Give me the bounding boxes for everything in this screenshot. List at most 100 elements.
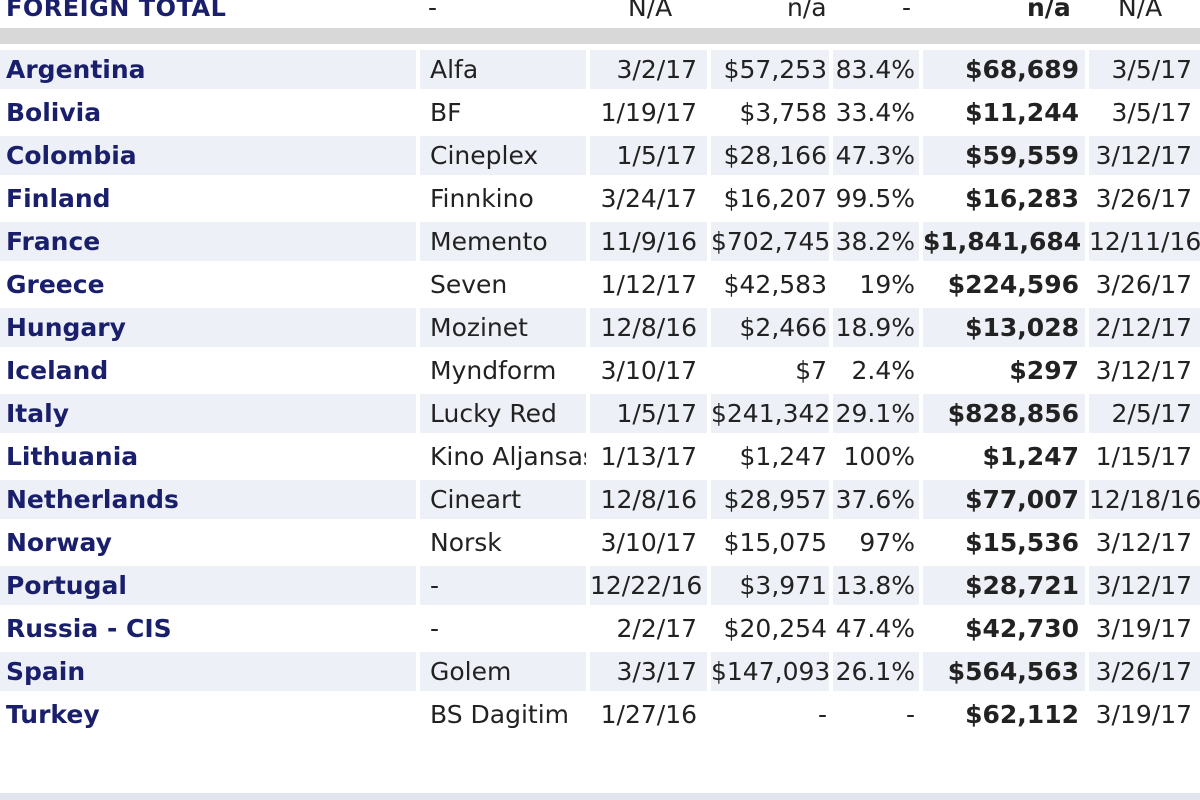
- opening-percent: 99.5%: [833, 179, 919, 218]
- as-of-date: 3/19/17: [1089, 695, 1200, 734]
- country-name: Norway: [0, 523, 416, 562]
- release-date: 3/10/17: [590, 351, 707, 390]
- table-row: Netherlands Cineart 12/8/16 $28,957 37.6% $77…: [0, 480, 1200, 519]
- total-gross: $28,721: [923, 566, 1085, 605]
- opening-percent: 19%: [833, 265, 919, 304]
- total-gross: $68,689: [923, 50, 1085, 89]
- opening-gross: $7: [711, 351, 829, 390]
- country-name: Bolivia: [0, 93, 416, 132]
- table-row: Turkey BS Dagitim 1/27/16- - $62,112 3/19/17: [0, 695, 1200, 734]
- distributor-name: Alfa: [420, 50, 586, 89]
- release-date: 12/8/16: [590, 308, 707, 347]
- table-row: Hungary Mozinet 12/8/16 $2,466 18.9% $13,028 2…: [0, 308, 1200, 347]
- foreign-total-pct: -: [902, 0, 912, 22]
- total-gross: $42,730: [923, 609, 1085, 648]
- distributor-name: BF: [420, 93, 586, 132]
- as-of-date: 12/18/16: [1089, 480, 1200, 519]
- opening-percent: 26.1%: [833, 652, 919, 691]
- foreign-total-row: FOREIGN TOTAL - N/A n/a - n/a N/A: [0, 0, 1200, 28]
- distributor-name: Cineart: [420, 480, 586, 519]
- opening-gross: -: [711, 695, 829, 734]
- opening-percent: -: [833, 695, 919, 734]
- table-row: Iceland Myndform 3/10/17 $7 2.4% $297 3/12/17: [0, 351, 1200, 390]
- release-date: 3/3/17: [590, 652, 707, 691]
- as-of-date: 3/26/17: [1089, 179, 1200, 218]
- box-office-table: Argentina Alfa 3/2/17 $57,253 83.4% $68,689 3/…: [0, 46, 1200, 738]
- as-of-date: 3/5/17: [1089, 50, 1200, 89]
- total-gross: $224,596: [923, 265, 1085, 304]
- release-date: 1/13/17: [590, 437, 707, 476]
- release-date: 1/5/17: [590, 394, 707, 433]
- country-name: Colombia: [0, 136, 416, 175]
- opening-gross: $16,207: [711, 179, 829, 218]
- opening-gross: $20,254: [711, 609, 829, 648]
- as-of-date: 12/11/16: [1089, 222, 1200, 261]
- release-date: 3/10/17: [590, 523, 707, 562]
- opening-percent: 29.1%: [833, 394, 919, 433]
- table-bottom-edge: [0, 793, 1200, 800]
- opening-percent: 33.4%: [833, 93, 919, 132]
- as-of-date: 3/12/17: [1089, 136, 1200, 175]
- foreign-total-label: FOREIGN TOTAL: [6, 0, 227, 22]
- distributor-name: Kino Aljansas: [420, 437, 586, 476]
- table-row: Argentina Alfa 3/2/17 $57,253 83.4% $68,689 3/…: [0, 50, 1200, 89]
- opening-percent: 2.4%: [833, 351, 919, 390]
- distributor-name: -: [420, 609, 586, 648]
- table-row: Colombia Cineplex 1/5/17 $28,166 47.3% $59,55…: [0, 136, 1200, 175]
- as-of-date: 2/12/17: [1089, 308, 1200, 347]
- release-date: 12/22/16: [590, 566, 707, 605]
- table-row: Russia - CIS -2/2/17 $20,254 47.4% $42,730 3/…: [0, 609, 1200, 648]
- table-row: Norway Norsk 3/10/17 $15,075 97% $15,536 3/12/…: [0, 523, 1200, 562]
- opening-percent: 97%: [833, 523, 919, 562]
- release-date: 1/27/16: [590, 695, 707, 734]
- distributor-name: Finnkino: [420, 179, 586, 218]
- opening-gross: $28,166: [711, 136, 829, 175]
- opening-gross: $28,957: [711, 480, 829, 519]
- as-of-date: 3/12/17: [1089, 351, 1200, 390]
- release-date: 1/19/17: [590, 93, 707, 132]
- opening-gross: $15,075: [711, 523, 829, 562]
- distributor-name: BS Dagitim: [420, 695, 586, 734]
- release-date: 11/9/16: [590, 222, 707, 261]
- country-name: Netherlands: [0, 480, 416, 519]
- country-name: Portugal: [0, 566, 416, 605]
- as-of-date: 3/12/17: [1089, 566, 1200, 605]
- opening-gross: $3,971: [711, 566, 829, 605]
- opening-percent: 100%: [833, 437, 919, 476]
- country-name: Iceland: [0, 351, 416, 390]
- opening-gross: $1,247: [711, 437, 829, 476]
- opening-percent: 38.2%: [833, 222, 919, 261]
- foreign-total-distributor: -: [428, 0, 438, 22]
- total-gross: $564,563: [923, 652, 1085, 691]
- opening-percent: 18.9%: [833, 308, 919, 347]
- section-separator: [0, 28, 1200, 44]
- table-row: Finland Finnkino 3/24/17 $16,207 99.5% $16,28…: [0, 179, 1200, 218]
- total-gross: $1,247: [923, 437, 1085, 476]
- release-date: 2/2/17: [590, 609, 707, 648]
- release-date: 3/2/17: [590, 50, 707, 89]
- foreign-total-asof: N/A: [1118, 0, 1163, 22]
- as-of-date: 3/19/17: [1089, 609, 1200, 648]
- table-row: Bolivia BF 1/19/17 $3,758 33.4% $11,244 3/5/17: [0, 93, 1200, 132]
- country-name: Russia - CIS: [0, 609, 416, 648]
- country-name: France: [0, 222, 416, 261]
- opening-percent: 47.3%: [833, 136, 919, 175]
- distributor-name: Myndform: [420, 351, 586, 390]
- as-of-date: 2/5/17: [1089, 394, 1200, 433]
- total-gross: $59,559: [923, 136, 1085, 175]
- opening-gross: $3,758: [711, 93, 829, 132]
- distributor-name: Golem: [420, 652, 586, 691]
- distributor-name: -: [420, 566, 586, 605]
- country-name: Greece: [0, 265, 416, 304]
- foreign-total-opening: n/a: [787, 0, 827, 22]
- opening-gross: $42,583: [711, 265, 829, 304]
- distributor-name: Lucky Red: [420, 394, 586, 433]
- opening-gross: $702,745: [711, 222, 829, 261]
- foreign-total-release: N/A: [628, 0, 673, 22]
- release-date: 1/12/17: [590, 265, 707, 304]
- country-name: Finland: [0, 179, 416, 218]
- country-name: Argentina: [0, 50, 416, 89]
- distributor-name: Seven: [420, 265, 586, 304]
- total-gross: $1,841,684: [923, 222, 1085, 261]
- foreign-total-gross: n/a: [1027, 0, 1071, 22]
